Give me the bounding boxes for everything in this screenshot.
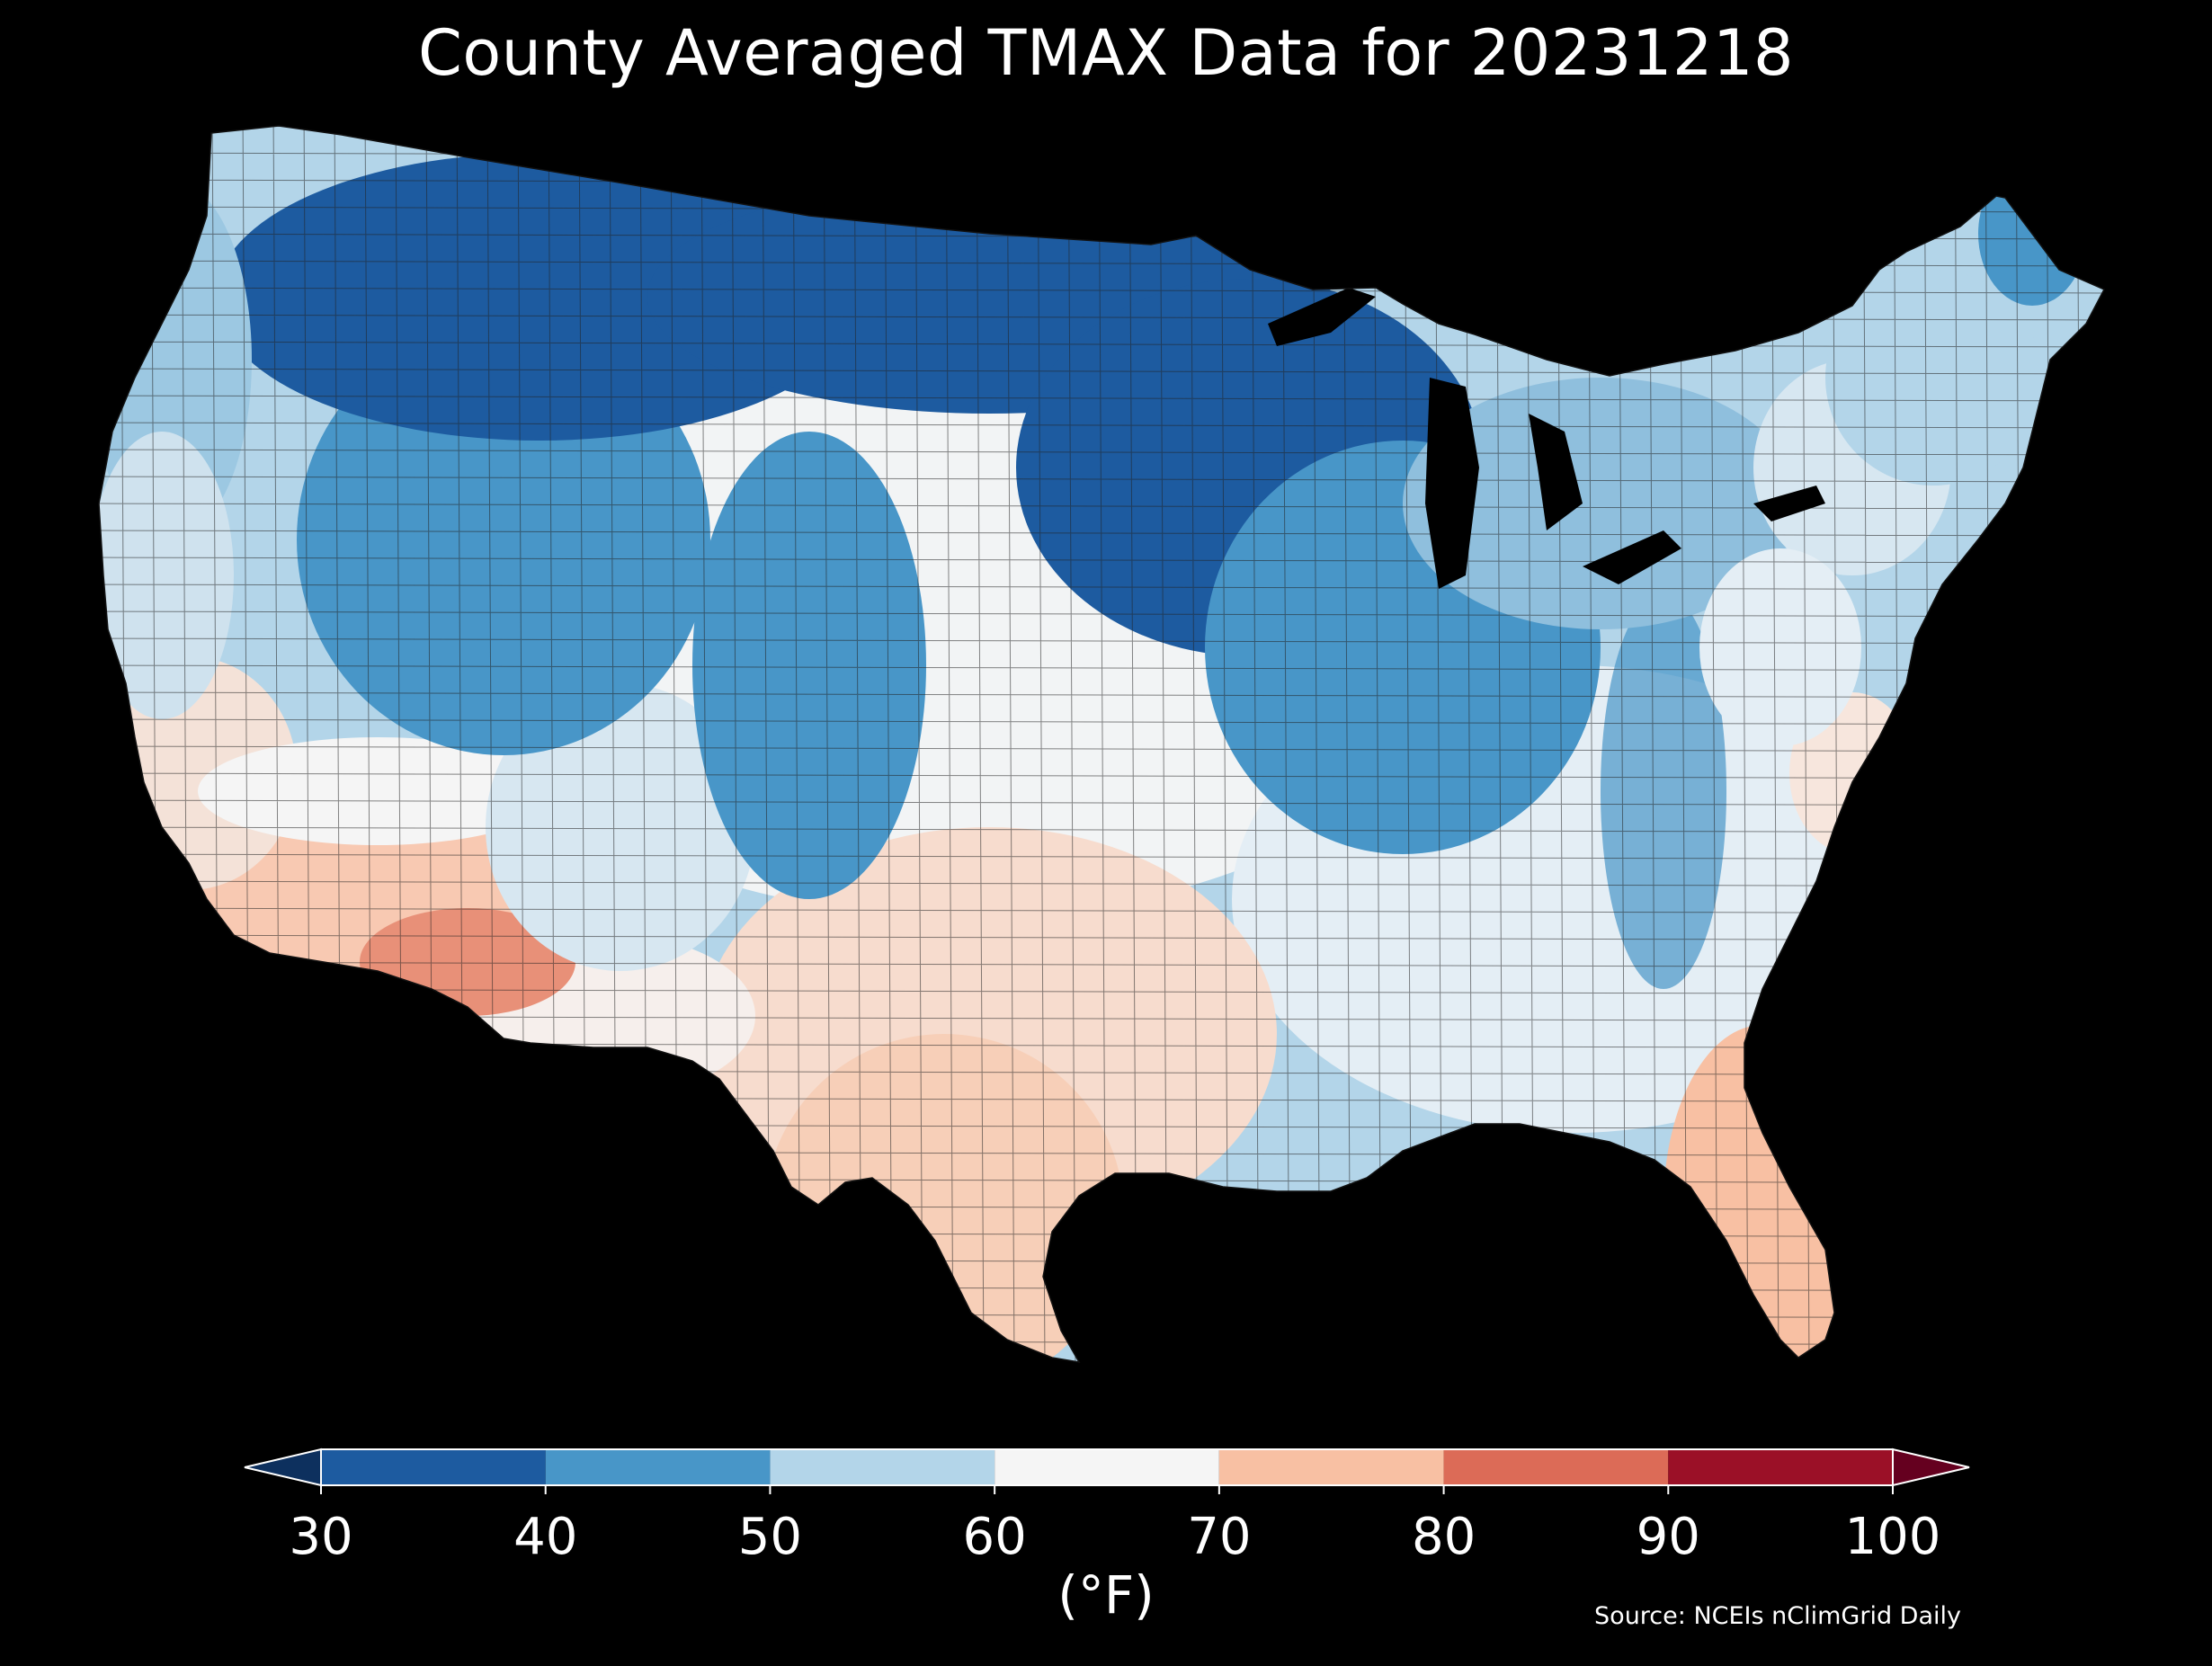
colorbar-bin xyxy=(545,1449,771,1485)
source-credit: Source: NCEIs nClimGrid Daily xyxy=(1594,1602,1961,1630)
colorbar-bin xyxy=(995,1449,1219,1485)
colorbar-tick-label: 100 xyxy=(1845,1508,1941,1566)
colorbar-bin xyxy=(1443,1449,1669,1485)
colorbar-tick-label: 50 xyxy=(738,1508,802,1566)
colorbar-frame xyxy=(320,1448,1894,1486)
colorbar-over-arrow xyxy=(1892,1448,1970,1487)
colorbar-unit-label: (°F) xyxy=(1057,1564,1155,1626)
colorbar-tick-label: 90 xyxy=(1637,1508,1700,1566)
colorbar-tick-label: 60 xyxy=(963,1508,1027,1566)
great-lakes xyxy=(1268,288,1825,589)
map-title: County Averaged TMAX Data for 20231218 xyxy=(417,16,1795,90)
colorbar-bin xyxy=(321,1449,546,1485)
colorbar-tick-label: 80 xyxy=(1412,1508,1476,1566)
colorbar-under-arrow xyxy=(244,1448,322,1487)
colorbar-bin xyxy=(1668,1449,1893,1485)
colorbar-tick-label: 40 xyxy=(513,1508,577,1566)
colorbar-bin xyxy=(1218,1449,1444,1485)
colorbar-tick-label: 30 xyxy=(289,1508,352,1566)
colorbar-tick-label: 70 xyxy=(1187,1508,1251,1566)
colorbar-bin xyxy=(770,1449,995,1485)
